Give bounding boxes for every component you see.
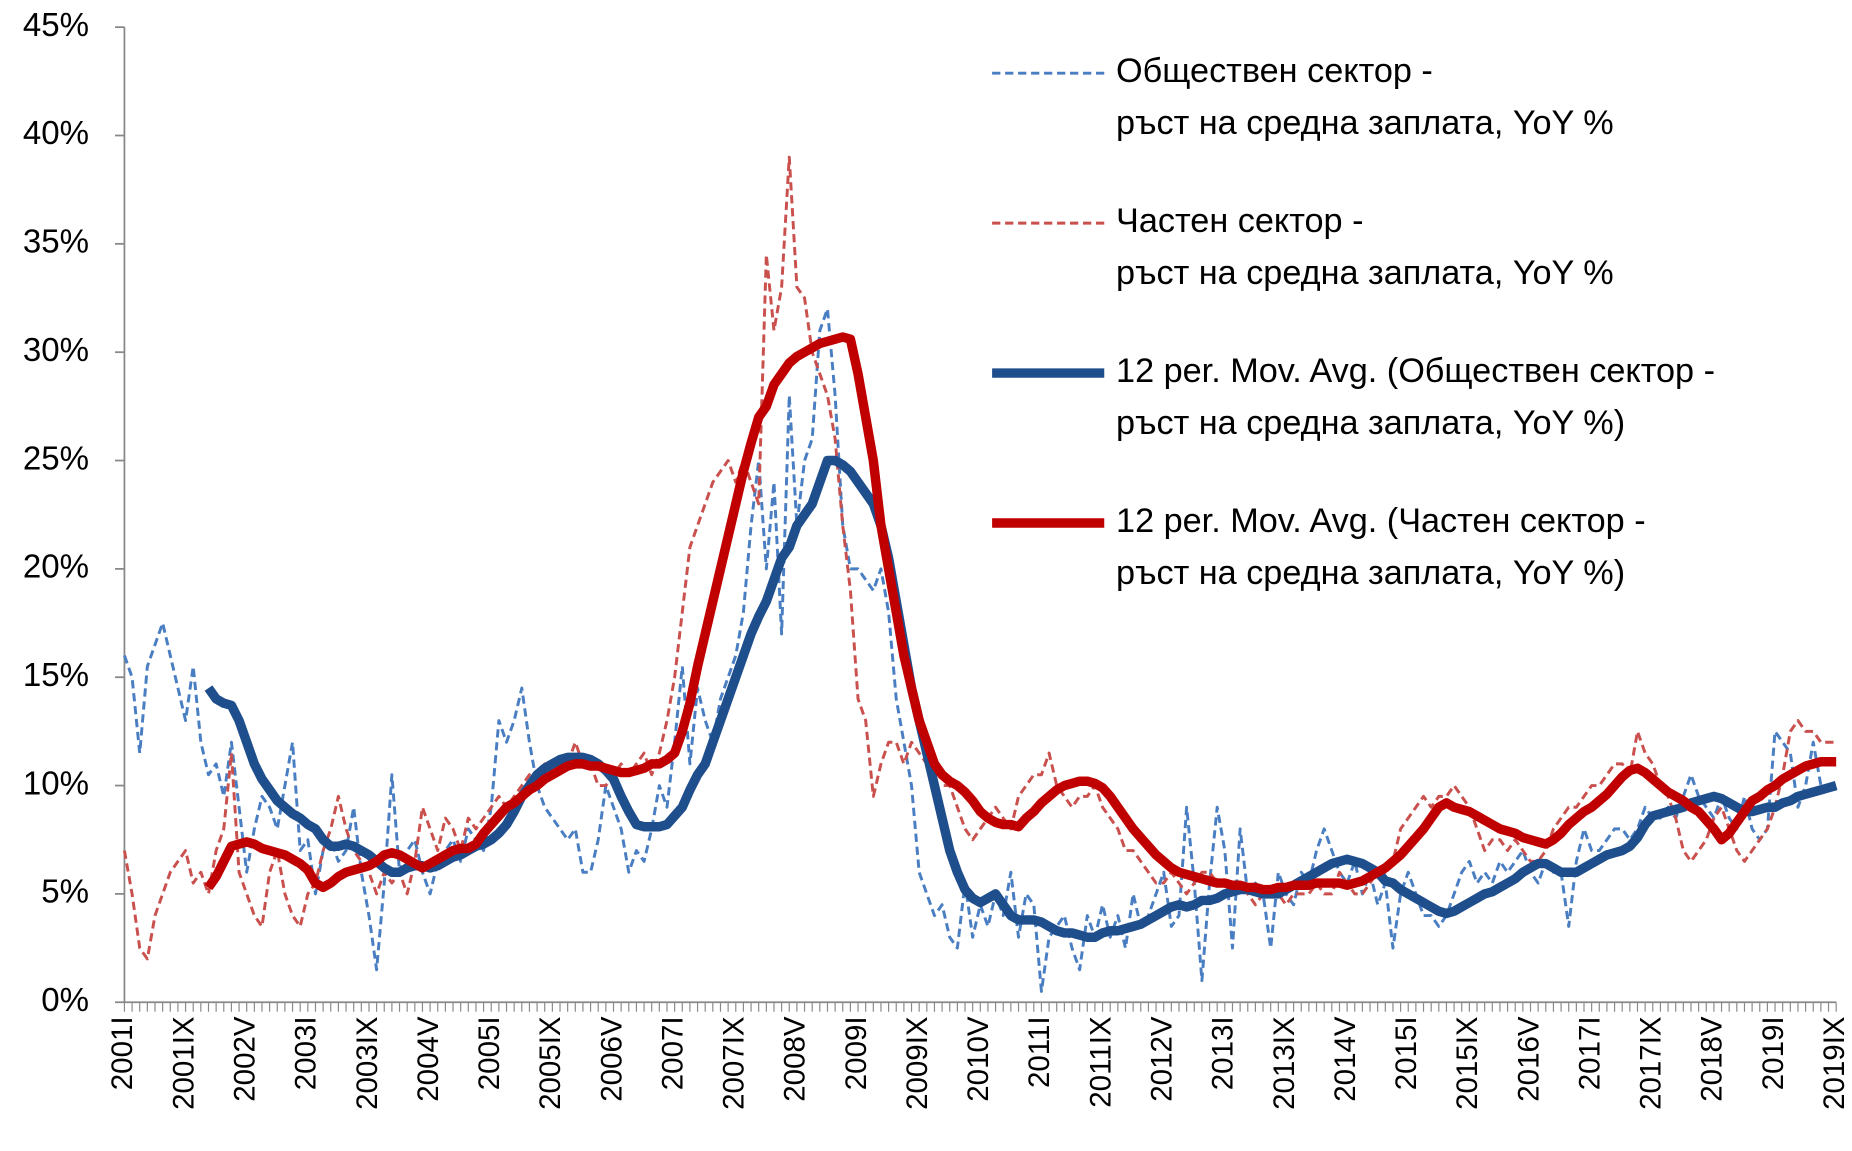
x-tick-label: 2009I <box>840 1016 873 1090</box>
x-tick-label: 2015I <box>1390 1016 1423 1090</box>
legend-label: Обществен сектор - ръст на средна заплата… <box>1116 52 1614 142</box>
x-tick-label: 2007IX <box>718 1016 751 1110</box>
x-tick-label: 2014V <box>1329 1016 1362 1102</box>
x-tick-label: 2015IX <box>1451 1016 1484 1110</box>
x-tick-label: 2007I <box>656 1016 689 1090</box>
x-tick-label: 2010V <box>962 1016 995 1102</box>
x-tick-label: 2003I <box>290 1016 323 1090</box>
x-tick-label: 2011I <box>1023 1016 1056 1088</box>
legend-label-line: ръст на средна заплата, YoY % <box>1116 254 1614 292</box>
x-tick-label: 2005I <box>473 1016 506 1090</box>
y-tick-label: 5% <box>41 874 89 911</box>
x-tick-label: 2003IX <box>351 1016 384 1110</box>
y-tick-label: 20% <box>23 549 89 586</box>
legend-label: Частен сектор - ръст на средна заплата, Y… <box>1116 202 1614 292</box>
y-tick-label: 40% <box>23 115 89 152</box>
x-tick-label: 2009IX <box>901 1016 934 1110</box>
legend-label-line: ръст на средна заплата, YoY %) <box>1116 404 1625 442</box>
legend-label-line: ръст на средна заплата, YoY %) <box>1116 554 1625 592</box>
x-tick-label: 2013IX <box>1268 1016 1301 1110</box>
x-tick-label: 2011IX <box>1084 1016 1117 1108</box>
legend-label-line: 12 per. Mov. Avg. (Обществен сектор - <box>1116 352 1715 390</box>
x-tick-label: 2001IX <box>167 1016 200 1110</box>
x-tick-label: 2016V <box>1512 1016 1545 1102</box>
x-tick-label: 2002V <box>228 1016 261 1102</box>
y-tick-label: 0% <box>41 982 89 1019</box>
x-tick-label: 2004V <box>412 1016 445 1102</box>
legend-label: 12 per. Mov. Avg. (Обществен сектор - ръс… <box>1116 352 1715 442</box>
y-tick-label: 10% <box>23 765 89 802</box>
x-tick-label: 2019IX <box>1818 1016 1851 1110</box>
series-line <box>122 155 1837 961</box>
x-tick-label: 2018V <box>1696 1016 1729 1102</box>
x-tick-label: 2019I <box>1757 1016 1790 1090</box>
x-tick-label: 2008V <box>779 1016 812 1102</box>
y-tick-label: 45% <box>23 7 89 44</box>
x-tick-label: 2012V <box>1146 1016 1179 1102</box>
legend-label-line: 12 per. Mov. Avg. (Частен сектор - <box>1116 502 1646 540</box>
legend-label-line: Обществен сектор - <box>1116 52 1433 90</box>
y-tick-label: 30% <box>23 332 89 369</box>
x-tick-label: 2001I <box>106 1016 139 1090</box>
x-tick-label: 2005IX <box>534 1016 567 1110</box>
legend-label: 12 per. Mov. Avg. (Частен сектор - ръст н… <box>1116 502 1646 592</box>
y-tick-label: 15% <box>23 657 89 694</box>
y-tick-label: 25% <box>23 440 89 477</box>
series-line <box>204 332 1837 895</box>
x-tick-label: 2017IX <box>1635 1016 1668 1110</box>
x-tick-label: 2017I <box>1573 1016 1606 1090</box>
y-tick-label: 35% <box>23 224 89 261</box>
x-tick-label: 2006V <box>595 1016 628 1102</box>
legend-label-line: ръст на средна заплата, YoY % <box>1116 104 1614 142</box>
legend-label-line: Частен сектор - <box>1116 202 1363 240</box>
x-tick-label: 2013I <box>1207 1016 1240 1090</box>
